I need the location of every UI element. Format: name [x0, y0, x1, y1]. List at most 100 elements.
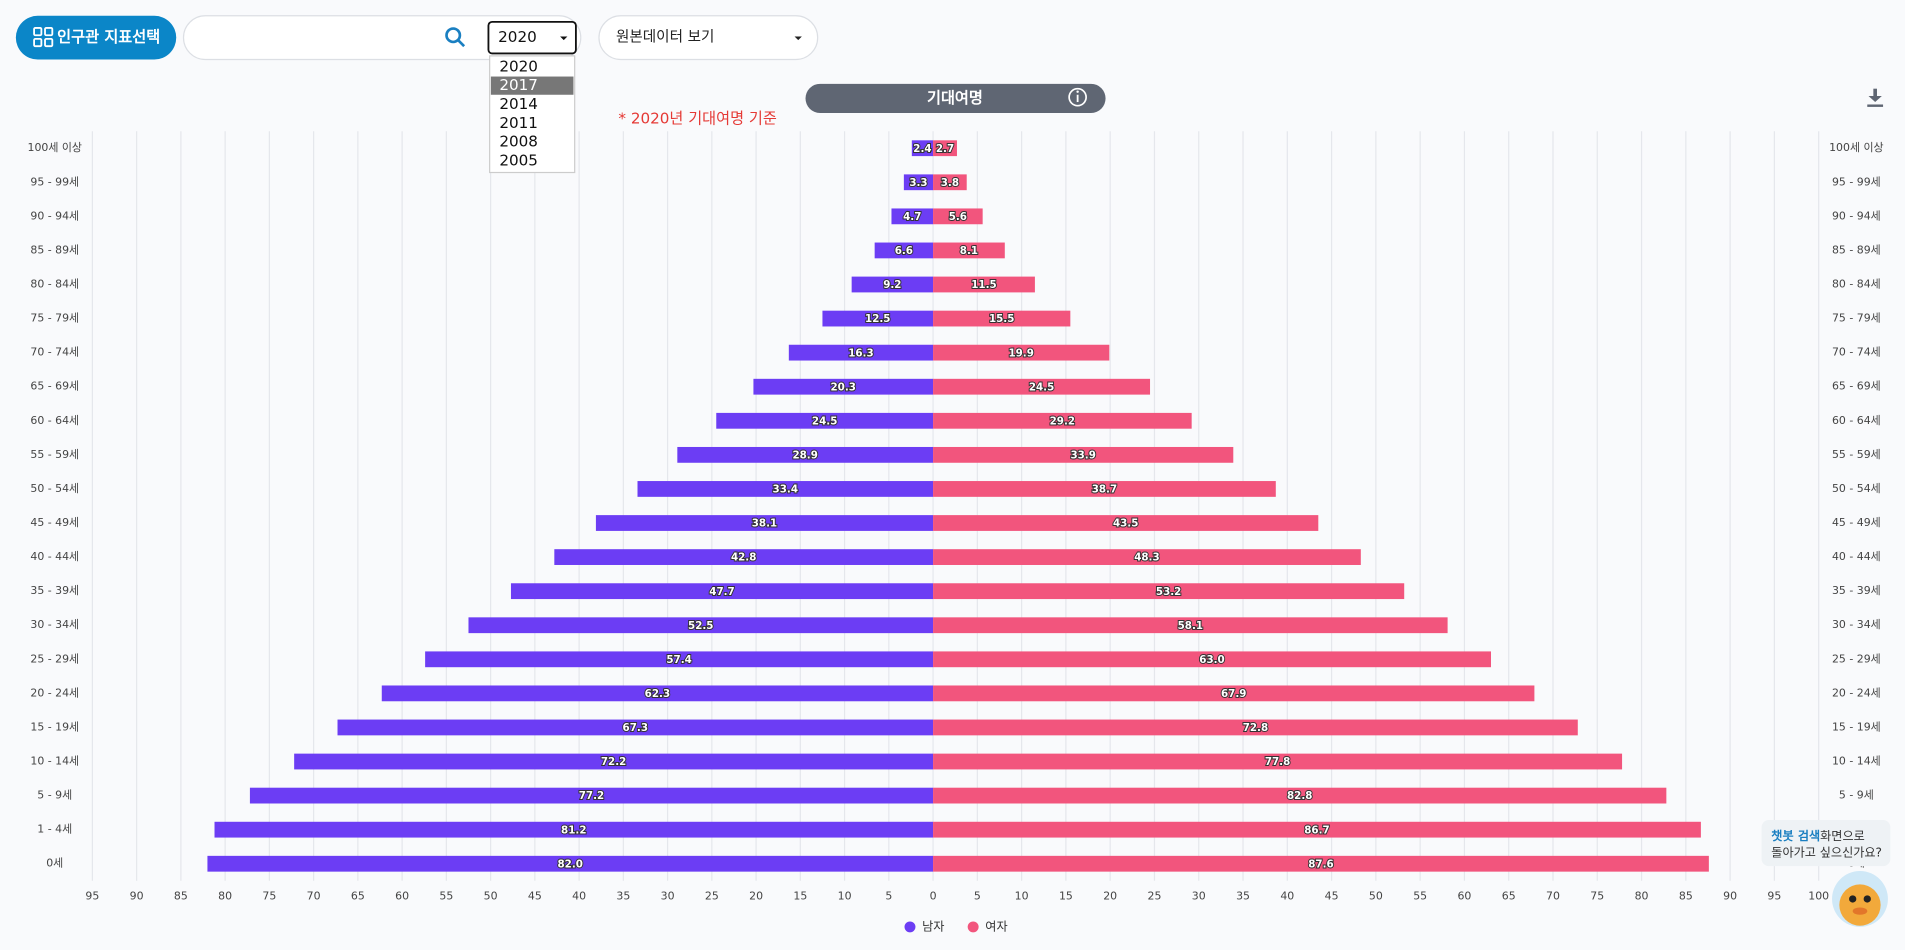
y-tick-label-right: 20 - 24세	[1832, 686, 1881, 699]
bar	[911, 140, 934, 157]
x-tick-label: 45	[1325, 890, 1339, 903]
title-pill	[805, 83, 1106, 113]
bar	[933, 481, 1276, 497]
bar	[425, 651, 934, 668]
bar	[716, 412, 934, 429]
caret	[560, 36, 568, 41]
chatbot-mascot[interactable]	[1832, 871, 1888, 927]
y-tick-label-right: 55 - 59세	[1832, 448, 1881, 461]
value-label: 81.2	[561, 824, 586, 836]
value-label: 72.8	[1243, 722, 1268, 734]
x-tick-label: 90	[130, 890, 144, 903]
bar	[595, 515, 934, 531]
y-tick-label: 35 - 39세	[30, 584, 79, 597]
y-tick-label: 1 - 4세	[37, 823, 72, 836]
indicator-button[interactable]	[15, 15, 177, 60]
bar	[933, 208, 983, 225]
search-icon[interactable]	[445, 27, 466, 48]
year-option[interactable]: 2017	[499, 76, 538, 94]
value-label: 8.1	[960, 245, 978, 257]
year-option[interactable]: 2005	[499, 151, 538, 169]
x-tick-label: 100	[1808, 890, 1829, 903]
option-highlight	[490, 76, 574, 95]
info-icon[interactable]	[1068, 87, 1087, 107]
annotation: * 2020년 기대여명 기준	[618, 110, 776, 128]
y-tick-label-right: 5 - 9세	[1839, 789, 1874, 802]
bar	[753, 378, 934, 395]
x-tick-label: 25	[1148, 890, 1162, 903]
value-label: 24.5	[1029, 381, 1054, 393]
y-tick-label-right: 25 - 29세	[1832, 652, 1881, 665]
value-label: 28.9	[792, 449, 817, 461]
year-option[interactable]: 2014	[499, 95, 538, 113]
chatbot-bubble[interactable]	[1761, 820, 1891, 867]
y-tick-label: 25 - 29세	[30, 652, 79, 665]
dropdown-list	[489, 55, 576, 174]
y-tick-label: 15 - 19세	[30, 720, 79, 733]
y-tick-label-right: 10 - 14세	[1832, 755, 1881, 768]
year-select[interactable]	[487, 20, 577, 55]
y-tick-label-right: 70 - 74세	[1832, 346, 1881, 359]
bar	[933, 583, 1405, 600]
bar	[903, 174, 934, 191]
value-label: 4.7	[903, 211, 921, 223]
value-label: 72.2	[601, 756, 626, 768]
bar	[891, 208, 934, 225]
x-tick-label: 55	[1413, 890, 1427, 903]
search-box[interactable]	[182, 15, 582, 61]
x-tick-label: 10	[1015, 890, 1029, 903]
year-option[interactable]: 2011	[499, 114, 538, 132]
x-tick-label: 70	[307, 890, 321, 903]
y-tick-label-right: 60 - 64세	[1832, 414, 1881, 427]
x-tick-label: 85	[1679, 890, 1693, 903]
bar	[788, 344, 934, 361]
x-tick-label: 80	[218, 890, 232, 903]
x-tick-label: 50	[484, 890, 498, 903]
x-tick-label: 90	[1723, 890, 1737, 903]
value-label: 53.2	[1156, 586, 1181, 598]
value-label: 38.1	[752, 518, 777, 530]
value-label: 43.5	[1113, 518, 1138, 530]
bar	[851, 276, 934, 293]
bar	[933, 412, 1192, 429]
y-tick-label: 70 - 74세	[30, 346, 79, 359]
value-label: 11.5	[971, 279, 996, 291]
chatbot-line1: 챗봇 검색화면으로	[1771, 827, 1864, 842]
value-label: 82.8	[1287, 790, 1312, 802]
value-label: 67.9	[1221, 688, 1246, 700]
bar	[933, 276, 1035, 293]
year-option[interactable]: 2008	[499, 133, 538, 151]
bar	[933, 617, 1448, 634]
x-tick-label: 25	[705, 890, 719, 903]
x-tick-label: 80	[1635, 890, 1649, 903]
value-label: 67.3	[623, 722, 648, 734]
bar	[933, 685, 1535, 702]
y-tick-label: 40 - 44세	[30, 550, 79, 563]
plot: 95 90 85 80 75 70 65 60 55 50 45 40 35 30 25 20 15 10 5 0 5 1…	[28, 131, 1884, 933]
download-icon[interactable]	[1867, 88, 1884, 107]
value-label: 24.5	[812, 415, 837, 427]
raw-data-select[interactable]	[598, 15, 819, 61]
chatbot-text: 화면으로	[1820, 828, 1865, 842]
bar	[933, 753, 1623, 770]
bar	[637, 481, 934, 497]
bar	[933, 515, 1319, 531]
x-tick-label: 45	[528, 890, 542, 903]
x-tick-label: 55	[439, 890, 453, 903]
value-label: 5.6	[949, 211, 967, 223]
x-tick-label: 40	[572, 890, 586, 903]
bar	[933, 821, 1701, 838]
value-label: 33.4	[773, 484, 798, 496]
value-label: 3.3	[909, 177, 927, 189]
x-tick-label: 65	[1502, 890, 1516, 903]
y-tick-label: 75 - 79세	[30, 312, 79, 325]
bar	[677, 446, 934, 463]
value-label: 58.1	[1178, 620, 1203, 632]
value-label: 16.3	[848, 347, 873, 359]
value-label: 33.9	[1070, 449, 1095, 461]
value-label: 19.9	[1008, 347, 1033, 359]
y-tick-label-right: 90 - 94세	[1832, 209, 1881, 222]
year-option[interactable]: 2020	[499, 57, 538, 75]
y-tick-label: 0세	[46, 857, 63, 870]
y-tick-label-right: 80 - 84세	[1832, 278, 1881, 291]
